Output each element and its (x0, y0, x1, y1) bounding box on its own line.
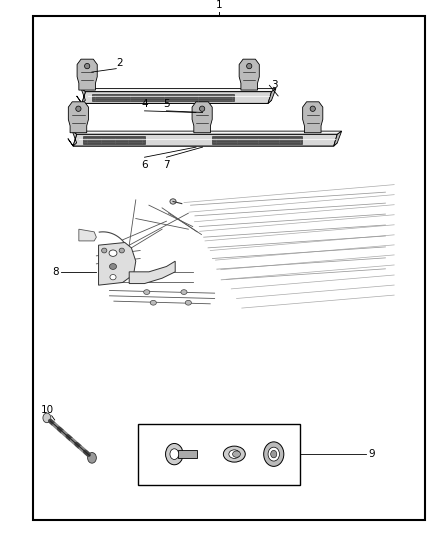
Circle shape (271, 450, 277, 458)
Polygon shape (303, 102, 323, 133)
FancyBboxPatch shape (138, 424, 300, 485)
Ellipse shape (170, 199, 176, 204)
Polygon shape (81, 88, 276, 92)
Text: 8: 8 (53, 267, 59, 277)
Text: 2: 2 (116, 58, 123, 68)
Text: 1: 1 (215, 0, 223, 10)
Ellipse shape (229, 450, 240, 458)
Ellipse shape (110, 263, 117, 270)
Ellipse shape (233, 451, 240, 457)
Polygon shape (68, 131, 77, 146)
Ellipse shape (85, 63, 90, 69)
Polygon shape (82, 100, 272, 103)
Text: 4: 4 (141, 99, 148, 109)
Ellipse shape (102, 248, 107, 253)
Polygon shape (334, 131, 342, 146)
Polygon shape (73, 134, 337, 146)
Ellipse shape (110, 274, 116, 280)
Text: 5: 5 (163, 99, 170, 109)
Text: 10: 10 (41, 405, 54, 415)
Text: 7: 7 (163, 160, 170, 170)
Polygon shape (77, 59, 97, 90)
Ellipse shape (76, 106, 81, 111)
Polygon shape (83, 136, 145, 144)
Ellipse shape (109, 250, 117, 256)
Circle shape (43, 413, 51, 423)
Ellipse shape (119, 248, 124, 253)
Circle shape (264, 442, 284, 466)
Text: 3: 3 (272, 80, 278, 90)
Polygon shape (99, 243, 136, 285)
Polygon shape (79, 229, 96, 241)
Polygon shape (239, 59, 259, 90)
FancyBboxPatch shape (178, 450, 197, 458)
Ellipse shape (310, 106, 315, 111)
Ellipse shape (200, 106, 205, 111)
Ellipse shape (150, 301, 156, 305)
Text: 6: 6 (141, 160, 148, 170)
Polygon shape (92, 94, 234, 101)
Polygon shape (192, 102, 212, 133)
Polygon shape (73, 143, 337, 146)
Ellipse shape (185, 301, 191, 305)
Circle shape (88, 453, 96, 463)
Polygon shape (68, 102, 88, 133)
Ellipse shape (247, 63, 252, 69)
Polygon shape (129, 261, 175, 284)
Polygon shape (72, 131, 342, 134)
Polygon shape (77, 88, 85, 103)
Polygon shape (268, 88, 276, 103)
Circle shape (268, 447, 279, 461)
Ellipse shape (223, 446, 245, 462)
Circle shape (166, 443, 183, 465)
Polygon shape (82, 92, 272, 103)
Circle shape (170, 449, 179, 459)
Polygon shape (212, 136, 302, 144)
Ellipse shape (181, 290, 187, 295)
Ellipse shape (144, 290, 150, 295)
Text: 9: 9 (368, 449, 374, 459)
